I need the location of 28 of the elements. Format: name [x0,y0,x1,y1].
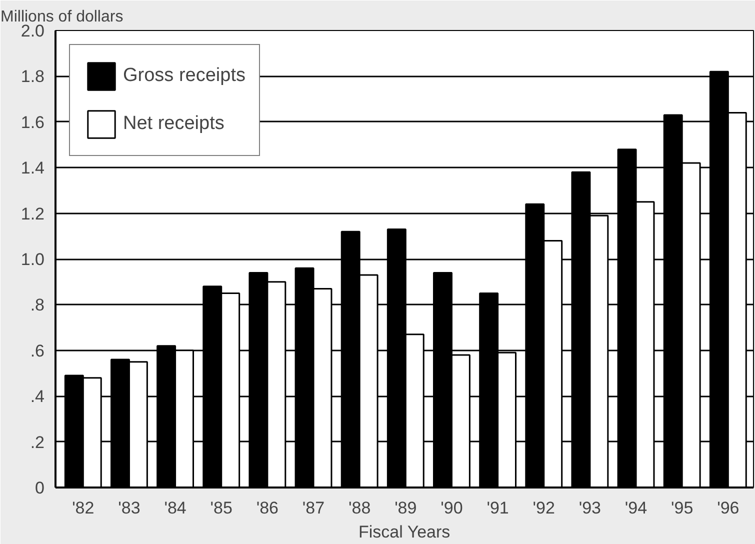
y-tick-label: 1.4 [20,158,45,178]
legend-label: Gross receipts [123,65,246,87]
y-tick-label: 1.6 [20,112,45,132]
x-tick-label: '96 [717,498,740,518]
x-tick-label: '92 [532,498,555,518]
x-tick-label: '94 [624,498,648,518]
y-tick-label: .4 [30,387,45,406]
x-tick-label: '95 [671,498,694,518]
x-tick-label: '86 [256,498,279,518]
x-tick-label: '83 [118,498,140,518]
x-tick-label: '91 [486,498,509,518]
y-tick-label: .6 [30,341,45,360]
x-tick-label: '84 [164,498,186,518]
legend-label: Net receipts [123,113,224,135]
x-tick-label: '89 [394,498,417,518]
y-tick-label: 0 [35,478,45,498]
x-tick-label: '82 [72,498,94,518]
x-axis-title: Fiscal Years [358,522,450,542]
y-tick-label: 1.0 [20,250,45,269]
x-tick-label: '88 [348,498,371,518]
y-tick-label: .8 [30,296,45,315]
x-tick-label: '90 [440,498,463,518]
y-tick-label: 1.8 [20,67,45,86]
y-tick-label: 1.2 [20,204,45,224]
y-tick-label: .2 [30,432,45,452]
x-tick-label: '85 [210,498,232,518]
x-tick-label: '87 [302,498,325,518]
x-tick-label: '93 [578,498,602,518]
